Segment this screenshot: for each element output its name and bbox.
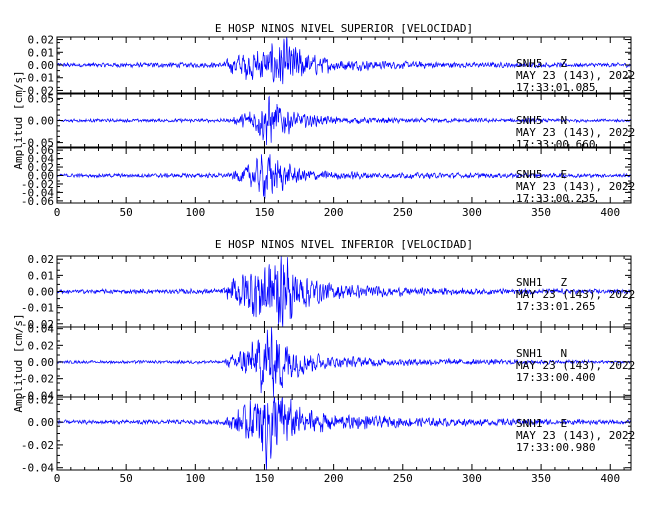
station-label: SNH1 E: [516, 417, 567, 430]
y-tick-label: 0.02: [28, 339, 55, 352]
x-tick-label: 400: [600, 472, 620, 485]
chart-title: E HOSP NINOS NIVEL SUPERIOR [VELOCIDAD]: [215, 22, 473, 35]
chart-title: E HOSP NINOS NIVEL INFERIOR [VELOCIDAD]: [215, 238, 473, 251]
y-tick-label: -0.02: [21, 373, 54, 386]
y-tick-label: 0.00: [28, 170, 55, 183]
station-label: SNH1 Z: [516, 276, 568, 289]
component-code: N: [561, 114, 568, 127]
y-tick-label: 0.06: [28, 144, 55, 157]
station-code: SNH1: [516, 347, 543, 360]
record-time: 17:33:00.980: [516, 441, 595, 454]
station-code: SNH5: [516, 168, 543, 181]
x-tick-label: 0: [54, 206, 61, 219]
x-tick-label: 250: [393, 206, 413, 219]
x-tick-label: 400: [600, 206, 620, 219]
station-code: SNH5: [516, 114, 543, 127]
record-date: MAY 23 (143), 2022: [516, 126, 635, 139]
record-time: 17:33:00.660: [516, 138, 595, 151]
y-tick-label: 0.05: [28, 92, 55, 105]
station-code: SNH1: [516, 417, 543, 430]
record-date: MAY 23 (143), 2022: [516, 288, 635, 301]
y-tick-label: -0.01: [21, 302, 54, 315]
record-time: 17:33:00.400: [516, 371, 595, 384]
record-date: MAY 23 (143), 2022: [516, 359, 635, 372]
y-tick-label: -0.02: [21, 84, 54, 97]
y-tick-label: -0.06: [21, 195, 54, 208]
y-tick-label: 0.02: [28, 393, 55, 406]
component-code: Z: [561, 276, 568, 289]
station-label: SNH5 Z: [516, 57, 568, 70]
y-tick-label: -0.02: [21, 439, 54, 452]
y-tick-label: -0.02: [21, 318, 54, 331]
x-tick-label: 150: [255, 206, 275, 219]
y-tick-label: 0.04: [28, 153, 55, 166]
record-time: 17:33:01.265: [516, 300, 595, 313]
y-tick-label: 0.02: [28, 161, 55, 174]
y-axis-label: Amplitud [cm/s]: [12, 70, 25, 169]
y-tick-label: -0.04: [21, 462, 54, 475]
component-code: E: [561, 168, 568, 181]
x-tick-label: 300: [462, 206, 482, 219]
component-code: E: [561, 417, 568, 430]
y-tick-label: 0.00: [28, 115, 55, 128]
x-tick-label: 150: [255, 472, 275, 485]
y-tick-label: 0.02: [28, 253, 55, 266]
y-tick-label: 0.00: [28, 59, 55, 72]
x-tick-label: 250: [393, 472, 413, 485]
x-tick-label: 350: [531, 472, 551, 485]
trace-line: [56, 326, 632, 397]
y-tick-label: 0.01: [28, 46, 55, 59]
record-time: 17:33:00.235: [516, 192, 595, 205]
y-tick-label: 0.00: [28, 286, 55, 299]
x-tick-label: 350: [531, 206, 551, 219]
station-label: SNH5 E: [516, 168, 567, 181]
y-tick-label: -0.01: [21, 72, 54, 85]
record-date: MAY 23 (143), 2022: [516, 69, 635, 82]
record-time: 17:33:01.085: [516, 81, 595, 94]
station-label: SNH1 N: [516, 347, 567, 360]
y-tick-label: -0.04: [21, 186, 54, 199]
x-tick-label: 200: [324, 472, 344, 485]
trace-line: [56, 36, 632, 85]
x-tick-label: 50: [120, 472, 133, 485]
y-tick-label: 0.02: [28, 34, 55, 47]
station-label: SNH5 N: [516, 114, 567, 127]
record-date: MAY 23 (143), 2022: [516, 429, 635, 442]
y-tick-label: 0.00: [28, 356, 55, 369]
y-tick-label: -0.04: [21, 389, 54, 402]
x-tick-label: 200: [324, 206, 344, 219]
x-tick-label: 100: [185, 206, 205, 219]
y-tick-label: 0.01: [28, 269, 55, 282]
x-tick-label: 100: [185, 472, 205, 485]
record-date: MAY 23 (143), 2022: [516, 180, 635, 193]
trace-line: [56, 95, 632, 146]
x-tick-label: 0: [54, 472, 61, 485]
y-tick-label: -0.05: [21, 137, 54, 150]
station-code: SNH5: [516, 57, 543, 70]
y-axis-label: Amplitud [cm/s]: [12, 313, 25, 412]
trace-panel-snh5-e: 0.060.040.020.00-0.02-0.04-0.06 SNH5 EMAY …: [21, 144, 635, 208]
station-code: SNH1: [516, 276, 543, 289]
component-code: Z: [561, 57, 568, 70]
y-tick-label: 0.04: [28, 323, 55, 336]
x-tick-label: 300: [462, 472, 482, 485]
x-tick-label: 50: [120, 206, 133, 219]
y-tick-label: 0.00: [28, 416, 55, 429]
trace-line: [56, 396, 632, 470]
trace-line: [56, 154, 632, 199]
y-tick-label: -0.02: [21, 178, 54, 191]
trace-line: [56, 255, 632, 328]
component-code: N: [561, 347, 568, 360]
